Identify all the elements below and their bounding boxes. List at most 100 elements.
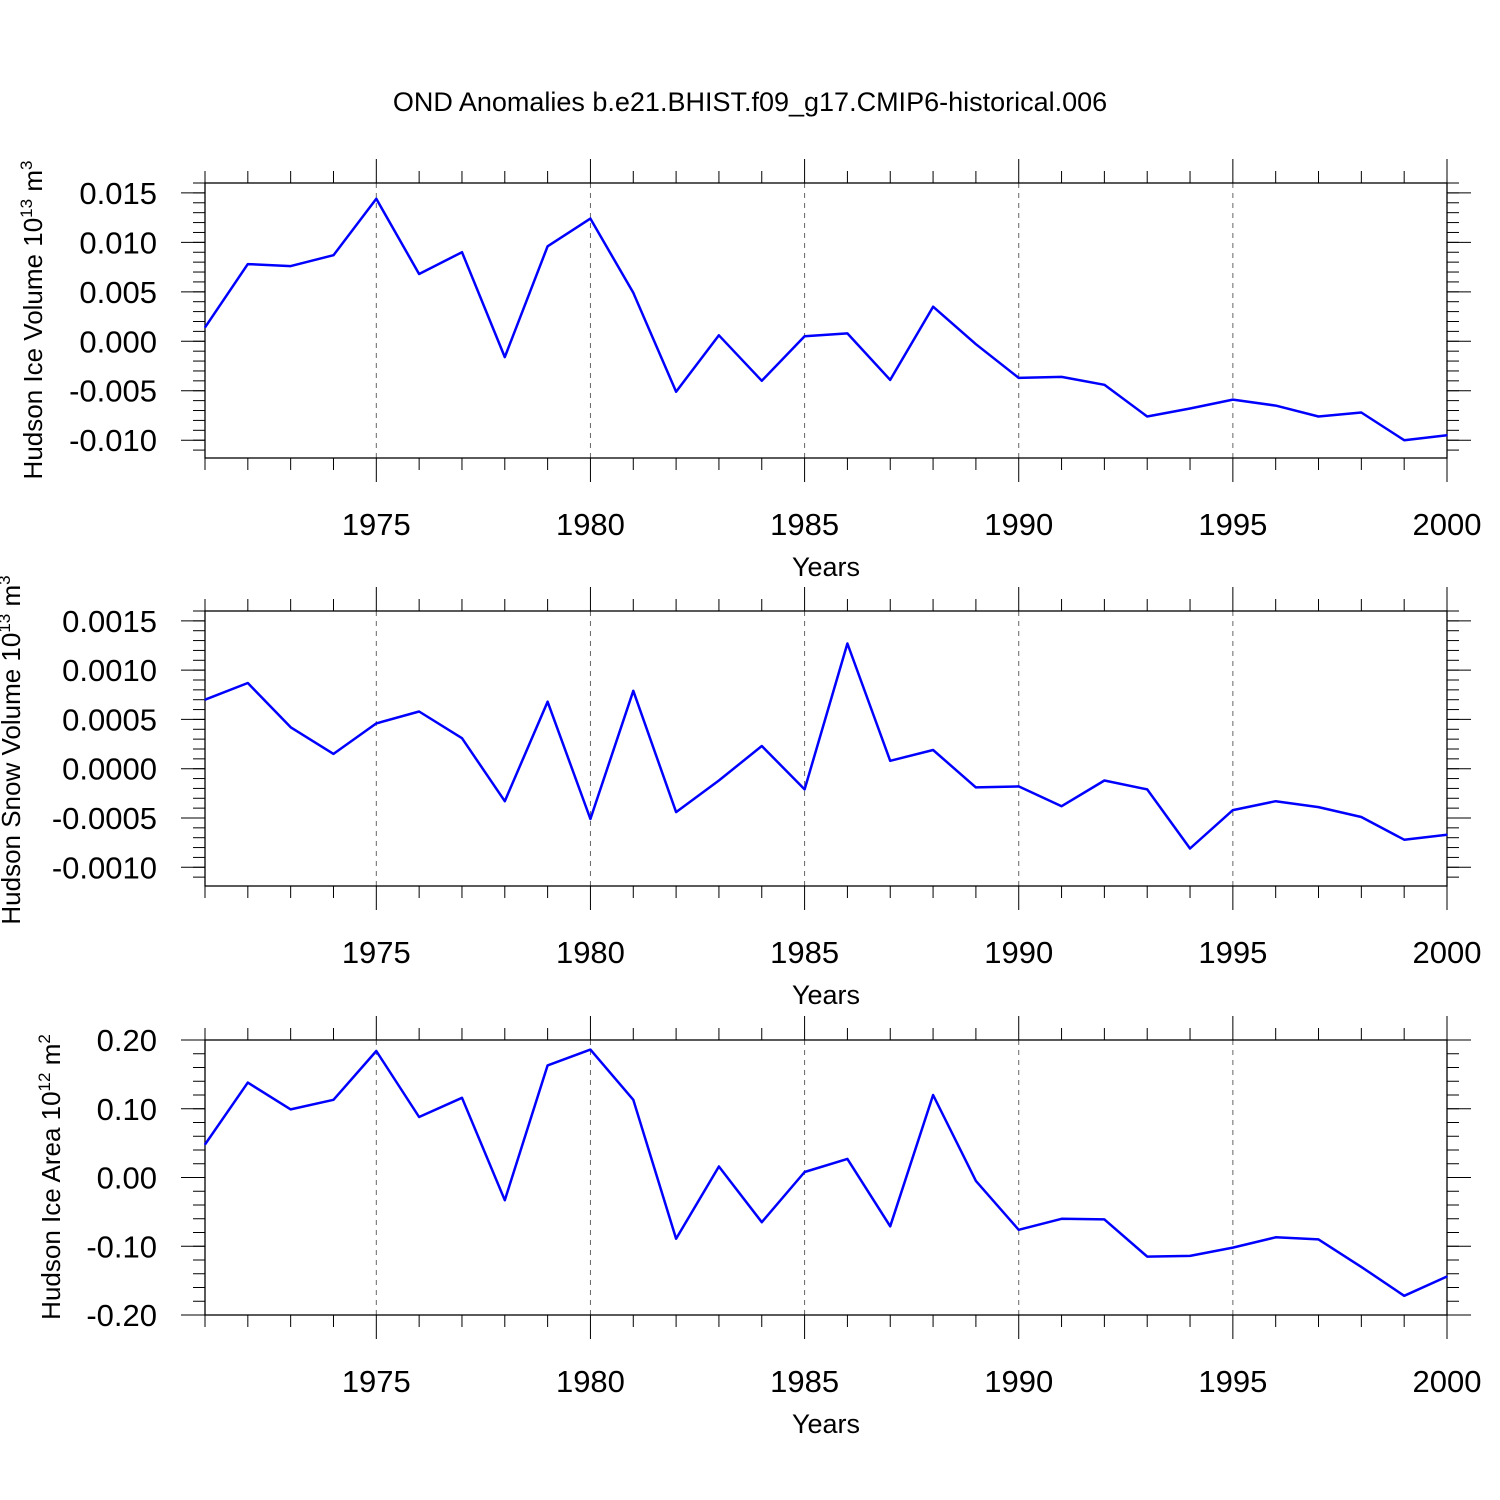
y-tick-label: -0.005 (69, 374, 157, 409)
data-point (1103, 383, 1106, 386)
data-point (289, 265, 292, 267)
plot-frame (204, 1039, 1448, 1316)
data-point (632, 690, 635, 692)
data-point (1403, 1294, 1405, 1297)
data-point (589, 818, 592, 820)
data-point (760, 380, 763, 382)
data-point (375, 198, 378, 200)
y-axis-label-main: Hudson Snow Volume 10 (0, 633, 26, 925)
data-point (461, 1096, 463, 1099)
x-tick-label: 2000 (1413, 507, 1482, 542)
data-point (675, 390, 677, 393)
data-point (332, 1099, 335, 1101)
data-point (803, 1171, 806, 1173)
data-point (1017, 377, 1020, 379)
data-point (889, 760, 892, 762)
data-point (1146, 1255, 1149, 1258)
data-point (247, 682, 249, 684)
y-tick-label: -0.010 (69, 423, 157, 458)
data-point (1189, 407, 1191, 410)
data-point (1403, 838, 1405, 841)
x-tick-label: 1995 (1198, 935, 1267, 970)
y-axis-label-unit-exponent: 2 (35, 1034, 54, 1043)
data-point (675, 811, 677, 813)
x-tick-label: 1990 (984, 507, 1053, 542)
x-tick-label: 1975 (342, 507, 411, 542)
data-point (718, 779, 720, 782)
data-point (1017, 1228, 1020, 1231)
y-tick-label: 0.10 (97, 1092, 157, 1127)
data-point (975, 786, 977, 789)
data-point (675, 1237, 677, 1240)
data-point (632, 292, 635, 294)
data-point (718, 334, 720, 337)
x-tick-label: 2000 (1413, 935, 1482, 970)
data-point (1403, 439, 1405, 441)
y-axis-label-unit: m (0, 585, 26, 614)
y-tick-label: 0.000 (79, 324, 157, 359)
y-tick-label: -0.20 (86, 1298, 157, 1333)
x-tick-label: 1975 (342, 935, 411, 970)
data-point (247, 1081, 249, 1084)
data-point (1189, 847, 1191, 850)
y-axis-label-exponent: 13 (0, 614, 14, 633)
data-point (1446, 1275, 1448, 1278)
x-axis-label: Years (792, 1409, 860, 1439)
data-point (760, 745, 763, 747)
data-point (803, 788, 806, 791)
data-point (1446, 833, 1448, 836)
data-point (332, 254, 335, 257)
data-point (503, 1199, 506, 1201)
y-axis-label-unit: m (18, 170, 48, 199)
data-point (846, 1158, 849, 1160)
data-point (1146, 415, 1149, 418)
data-point (332, 753, 335, 755)
data-point (1446, 434, 1448, 437)
y-axis-label-unit: m (36, 1044, 66, 1073)
data-point (1360, 816, 1363, 818)
series-line (204, 642, 1448, 850)
data-point (589, 217, 592, 220)
data-point (1146, 788, 1149, 791)
y-tick-label: 0.0005 (62, 702, 157, 737)
data-point (461, 251, 463, 254)
y-axis-label: Hudson Ice Volume 1013 m3 (17, 161, 48, 480)
data-point (461, 737, 463, 739)
data-point (418, 273, 420, 275)
y-tick-label: -0.0010 (52, 850, 157, 885)
data-point (803, 335, 806, 338)
y-axis-label: Hudson Snow Volume 1013 m3 (0, 575, 26, 924)
data-point (760, 1221, 763, 1223)
data-point (932, 305, 934, 308)
x-tick-label: 2000 (1413, 1364, 1482, 1399)
data-point (932, 1094, 934, 1096)
data-point (1060, 376, 1063, 378)
x-axis-label: Years (792, 552, 860, 582)
data-point (204, 326, 206, 329)
y-axis-label-unit-exponent: 3 (17, 161, 36, 170)
data-point (1317, 1238, 1320, 1241)
data-point (975, 343, 977, 346)
y-tick-label: 0.015 (79, 176, 157, 211)
data-point (247, 263, 249, 265)
y-axis-label-main: Hudson Ice Volume 10 (18, 218, 48, 480)
x-tick-label: 1980 (556, 507, 625, 542)
data-point (1317, 415, 1320, 418)
data-point (503, 356, 506, 358)
data-point (932, 749, 934, 751)
data-point (1274, 404, 1277, 407)
data-point (1103, 779, 1106, 782)
data-point (375, 1050, 378, 1052)
y-axis-label: Hudson Ice Area 1012 m2 (35, 1034, 66, 1320)
data-point (204, 1143, 206, 1146)
data-point (204, 698, 206, 701)
x-axis-label: Years (792, 980, 860, 1010)
y-tick-label: 0.20 (97, 1023, 157, 1058)
x-tick-label: 1975 (342, 1364, 411, 1399)
data-point (632, 1099, 635, 1101)
chart-panel-1: 0.015 0.010 0.005 0.000 -0.005 -0.010 1975 1980… (17, 159, 1481, 582)
series-line (203, 197, 1448, 442)
y-tick-label: 0.0010 (62, 653, 157, 688)
data-point (1232, 809, 1234, 811)
